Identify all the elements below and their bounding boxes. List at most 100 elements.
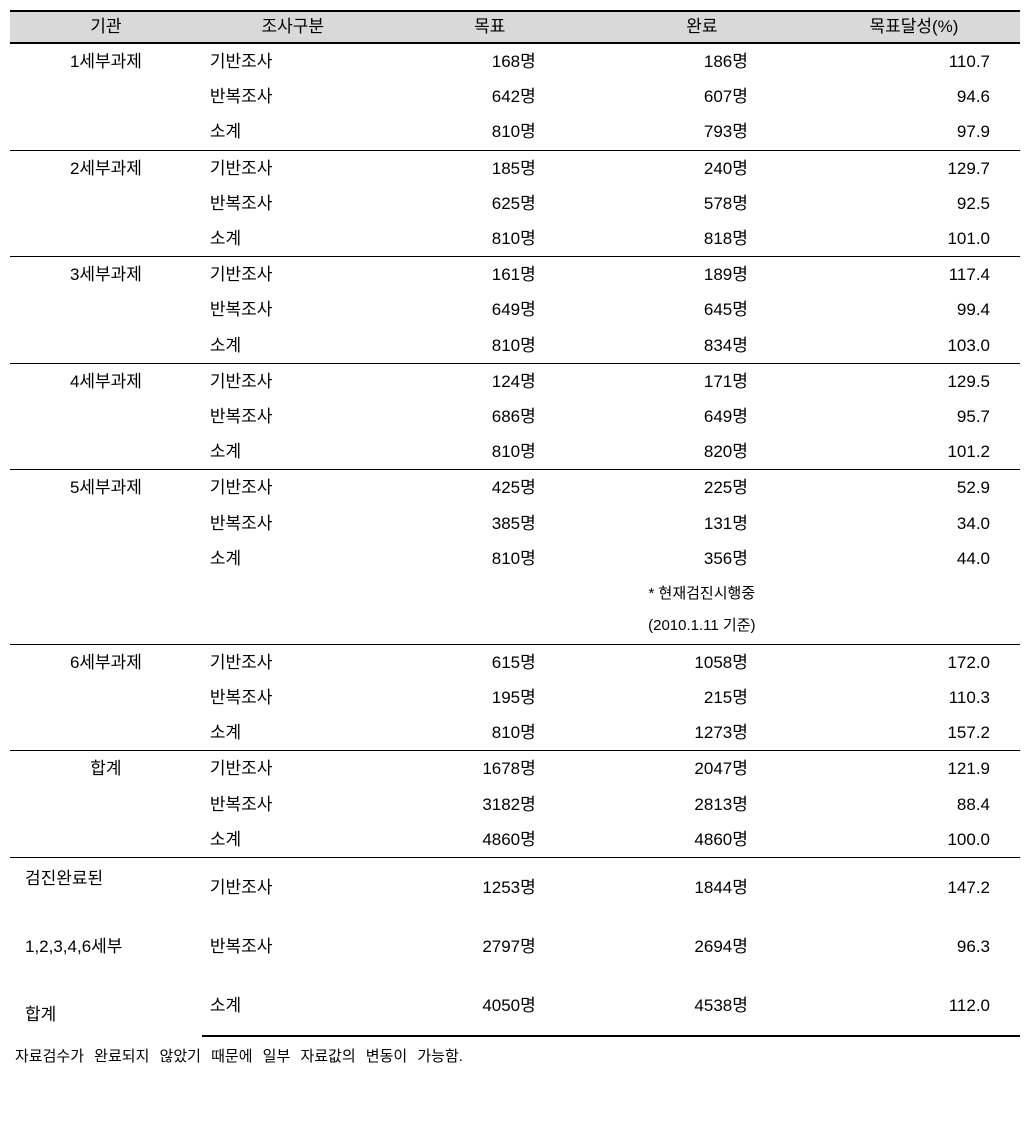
cell-institution: 합계 — [10, 751, 202, 787]
cell-institution — [10, 399, 202, 434]
cell-survey-type: 소계 — [202, 434, 384, 470]
cell-complete: 649명 — [596, 399, 808, 434]
cell-target: 615명 — [384, 644, 596, 680]
cell-achievement: 99.4 — [808, 292, 1020, 327]
cell-achievement: 157.2 — [808, 715, 1020, 751]
table-row: 6세부과제기반조사615명1058명172.0 — [10, 644, 1020, 680]
cell-institution — [10, 787, 202, 822]
cell-achievement: 94.6 — [808, 79, 1020, 114]
cell-achievement: 34.0 — [808, 506, 1020, 541]
cell-institution: 1세부과제 — [10, 43, 202, 79]
header-survey-type: 조사구분 — [202, 11, 384, 43]
cell-achievement: 129.7 — [808, 150, 1020, 186]
cell-complete: 240명 — [596, 150, 808, 186]
table-row: 합계기반조사1678명2047명121.9 — [10, 751, 1020, 787]
cell-achievement: 147.2 — [808, 858, 1020, 918]
cell-institution — [10, 822, 202, 858]
cell-target: 1253명 — [384, 858, 596, 918]
cell-achievement: 112.0 — [808, 976, 1020, 1036]
cell-complete: 818명 — [596, 221, 808, 257]
table-row: 반복조사625명578명92.5 — [10, 186, 1020, 221]
cell-complete: 578명 — [596, 186, 808, 221]
table-row: 반복조사195명215명110.3 — [10, 680, 1020, 715]
cell-complete: 131명 — [596, 506, 808, 541]
cell-achievement: 121.9 — [808, 751, 1020, 787]
cell-institution — [10, 221, 202, 257]
cell-complete: 356명 — [596, 541, 808, 576]
cell-survey-type: 반복조사 — [202, 680, 384, 715]
cell-institution — [10, 680, 202, 715]
cell-target: 810명 — [384, 541, 596, 576]
cell-achievement: 44.0 — [808, 541, 1020, 576]
cell-institution — [10, 328, 202, 364]
cell-institution — [10, 541, 202, 576]
cell-achievement: 92.5 — [808, 186, 1020, 221]
cell-achievement: 110.7 — [808, 43, 1020, 79]
table-row: 소계810명834명103.0 — [10, 328, 1020, 364]
table-row: 검진완료된1,2,3,4,6세부합계기반조사1253명1844명147.2 — [10, 858, 1020, 918]
cell-target: 810명 — [384, 715, 596, 751]
cell-survey-type: 기반조사 — [202, 257, 384, 293]
cell-target: 810명 — [384, 434, 596, 470]
table-row: 반복조사686명649명95.7 — [10, 399, 1020, 434]
cell-target: 124명 — [384, 363, 596, 399]
cell-survey-type: 반복조사 — [202, 292, 384, 327]
cell-institution — [10, 434, 202, 470]
cell-institution — [10, 292, 202, 327]
cell-survey-type: 소계 — [202, 114, 384, 150]
table-row: 반복조사385명131명34.0 — [10, 506, 1020, 541]
cell-target: 686명 — [384, 399, 596, 434]
cell-achievement: 101.2 — [808, 434, 1020, 470]
cell-achievement: 117.4 — [808, 257, 1020, 293]
cell-target: 4860명 — [384, 822, 596, 858]
cell-survey-type: 소계 — [202, 822, 384, 858]
note-current-exam: * 현재검진시행중 — [596, 576, 808, 612]
note-row: (2010.1.11 기준) — [10, 612, 1020, 645]
cell-institution — [10, 186, 202, 221]
cell-survey-type: 소계 — [202, 328, 384, 364]
cell-survey-type: 기반조사 — [202, 470, 384, 506]
cell-achievement: 52.9 — [808, 470, 1020, 506]
cell-achievement: 103.0 — [808, 328, 1020, 364]
cell-survey-type: 소계 — [202, 541, 384, 576]
table-row: 3세부과제기반조사161명189명117.4 — [10, 257, 1020, 293]
cell-survey-type: 기반조사 — [202, 43, 384, 79]
header-complete: 완료 — [596, 11, 808, 43]
table-row: 소계810명1273명157.2 — [10, 715, 1020, 751]
table-row: 소계810명793명97.9 — [10, 114, 1020, 150]
table-row: 반복조사3182명2813명88.4 — [10, 787, 1020, 822]
cell-target: 649명 — [384, 292, 596, 327]
cell-target: 195명 — [384, 680, 596, 715]
cell-target: 810명 — [384, 114, 596, 150]
cell-institution — [10, 715, 202, 751]
cell-achievement: 88.4 — [808, 787, 1020, 822]
cell-complete: 820명 — [596, 434, 808, 470]
cell-survey-type: 기반조사 — [202, 751, 384, 787]
cell-institution: 검진완료된1,2,3,4,6세부합계 — [10, 858, 202, 1037]
cell-target: 642명 — [384, 79, 596, 114]
cell-institution — [10, 506, 202, 541]
footnote: 자료검수가 완료되지 않았기 때문에 일부 자료값의 변동이 가능함. — [10, 1037, 1020, 1074]
cell-institution: 6세부과제 — [10, 644, 202, 680]
cell-complete: 834명 — [596, 328, 808, 364]
note-date: (2010.1.11 기준) — [596, 612, 808, 645]
cell-achievement: 97.9 — [808, 114, 1020, 150]
cell-survey-type: 반복조사 — [202, 506, 384, 541]
header-achievement: 목표달성(%) — [808, 11, 1020, 43]
cell-achievement: 101.0 — [808, 221, 1020, 257]
cell-achievement: 96.3 — [808, 917, 1020, 976]
cell-complete: 225명 — [596, 470, 808, 506]
cell-survey-type: 반복조사 — [202, 79, 384, 114]
cell-complete: 215명 — [596, 680, 808, 715]
cell-complete: 2694명 — [596, 917, 808, 976]
header-target: 목표 — [384, 11, 596, 43]
table-row: 소계4860명4860명100.0 — [10, 822, 1020, 858]
cell-complete: 793명 — [596, 114, 808, 150]
cell-target: 385명 — [384, 506, 596, 541]
cell-target: 810명 — [384, 328, 596, 364]
cell-survey-type: 기반조사 — [202, 644, 384, 680]
cell-complete: 645명 — [596, 292, 808, 327]
table-row: 4세부과제기반조사124명171명129.5 — [10, 363, 1020, 399]
cell-survey-type: 소계 — [202, 715, 384, 751]
cell-target: 4050명 — [384, 976, 596, 1036]
